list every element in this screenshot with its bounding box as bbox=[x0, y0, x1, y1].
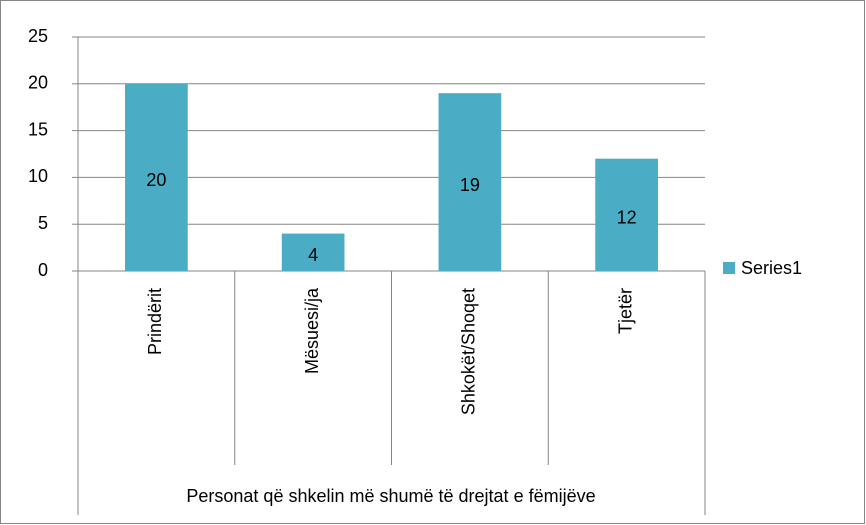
y-tick-label: 25 bbox=[28, 26, 48, 46]
legend-swatch bbox=[723, 262, 735, 274]
legend-label: Series1 bbox=[741, 258, 802, 278]
data-label: 19 bbox=[460, 175, 480, 195]
bar bbox=[125, 83, 188, 271]
y-tick-label: 10 bbox=[28, 166, 48, 186]
bar bbox=[595, 158, 658, 271]
x-tick-label: Shkokët/Shoqet bbox=[459, 288, 479, 415]
y-tick-label: 5 bbox=[38, 213, 48, 233]
data-label: 12 bbox=[617, 208, 637, 228]
x-tick-label: Prindërit bbox=[145, 288, 165, 355]
x-axis-title: Personat që shkelin më shumë të drejtat … bbox=[186, 486, 595, 506]
bar bbox=[438, 93, 502, 271]
y-tick-label: 15 bbox=[28, 119, 48, 139]
y-tick-label: 0 bbox=[38, 260, 48, 280]
x-tick-label: Mësuesi/ja bbox=[302, 287, 322, 374]
y-tick-label: 20 bbox=[28, 73, 48, 93]
x-tick-label: Tjetër bbox=[615, 288, 635, 334]
bar bbox=[281, 233, 345, 271]
data-label: 20 bbox=[146, 170, 166, 190]
data-label: 4 bbox=[308, 245, 318, 265]
